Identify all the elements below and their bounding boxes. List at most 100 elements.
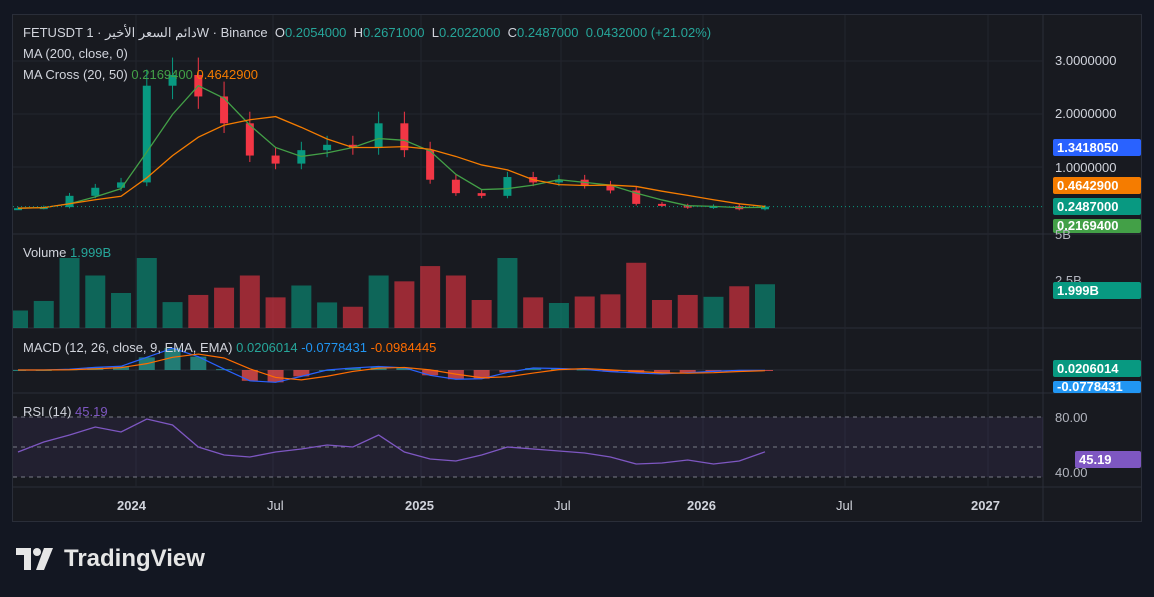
volume-bar [471, 300, 492, 328]
volume-bar [162, 302, 183, 328]
volume-bar [59, 258, 80, 328]
candle-body [245, 123, 254, 156]
candle-body [323, 144, 332, 151]
macross-label: MA Cross (20, 50) [23, 67, 128, 82]
volume-bar [600, 294, 621, 328]
volume-label: Volume [23, 245, 67, 260]
rsi-legend[interactable]: RSI (14) 45.19 [23, 404, 108, 419]
macd-histogram-bar [164, 348, 181, 370]
high-value: 0.2671000 [363, 25, 425, 40]
macross-fast-value: 0.2169400 [131, 67, 193, 82]
macd-label: MACD (12, 26, close, 9, EMA, EMA) [23, 340, 233, 355]
volume-bar [755, 284, 775, 328]
rsi-tag: 45.19 [1075, 451, 1141, 468]
macd-histogram-bar [653, 370, 670, 374]
legend-ohlc: FETUSDT 1 · دائم السعر الأخيرW · Binance… [23, 25, 711, 41]
brand-name: TradingView [64, 545, 205, 572]
macd-value: 0.0206014 [236, 340, 298, 355]
volume-bar [265, 297, 286, 328]
price-tick-3: 3.0000000 [1055, 53, 1117, 68]
macd-histogram-bar [344, 367, 361, 370]
price-tag-last: 0.2487000 [1053, 198, 1141, 215]
tradingview-logo-icon [16, 548, 53, 570]
signal-tag: -0.0778431 [1053, 381, 1141, 393]
macross-legend[interactable]: MA Cross (20, 50) 0.2169400 0.4642900 [23, 67, 258, 82]
volume-bar [239, 275, 260, 328]
macd-histogram-bar [267, 370, 284, 383]
volume-bar [548, 303, 569, 328]
price-tick-2: 2.0000000 [1055, 106, 1117, 121]
volume-bar [214, 287, 235, 328]
ma-slow-line [17, 115, 766, 209]
candle-body [606, 185, 615, 191]
time-label-jul-2026: Jul [836, 498, 853, 513]
volume-bar [368, 275, 389, 328]
macd-histogram-bar [602, 370, 619, 372]
volume-bar [33, 300, 54, 328]
symbol-title[interactable]: FETUSDT 1 · دائم السعر الأخير [23, 25, 197, 40]
change-value: 0.0432000 (+21.02%) [585, 25, 712, 40]
volume-value: 1.999B [70, 245, 112, 260]
volume-bar [420, 266, 441, 328]
open-label: O [274, 25, 285, 40]
macd-histogram-bar [422, 370, 439, 376]
close-value: 0.2487000 [517, 25, 579, 40]
time-label-2024: 2024 [117, 498, 146, 513]
high-label: H [353, 25, 364, 40]
macd-legend[interactable]: MACD (12, 26, close, 9, EMA, EMA) 0.0206… [23, 340, 436, 355]
open-value: 0.2054000 [284, 25, 347, 40]
volume-bar [626, 262, 647, 328]
volume-tag: 1.999B [1053, 282, 1141, 299]
macd-hist-value: -0.0984445 [370, 340, 437, 355]
volume-bar [188, 294, 209, 328]
candle-body [348, 144, 357, 148]
volume-bar [523, 297, 544, 328]
volume-bar [677, 294, 698, 328]
candle-body [683, 205, 692, 208]
rsi-tick-80: 80.00 [1055, 410, 1088, 425]
low-value: 0.2022000 [438, 25, 501, 40]
time-label-2026: 2026 [687, 498, 716, 513]
tradingview-logo[interactable]: TradingView [16, 545, 205, 573]
macd-histogram-bar [293, 370, 310, 377]
macd-signal-value: -0.0778431 [301, 340, 367, 355]
ma-fast-line [17, 84, 766, 209]
volume-bar [394, 281, 415, 328]
volume-bar [703, 296, 724, 328]
signal-line [18, 353, 766, 381]
candle-body [271, 155, 280, 164]
candle-body [503, 177, 512, 196]
time-label-jul-2025: Jul [554, 498, 571, 513]
candle-body [426, 150, 435, 180]
price-tag-ma200: 1.3418050 [1053, 139, 1141, 156]
ma200-legend[interactable]: MA (200, close, 0) [23, 46, 128, 61]
macd-histogram-bar [705, 370, 722, 372]
macd-histogram-bar [473, 370, 490, 379]
volume-bar [445, 275, 466, 328]
macross-slow-value: 0.4642900 [196, 67, 258, 82]
volume-legend[interactable]: Volume 1.999B [23, 245, 111, 260]
candle-body [451, 179, 460, 194]
time-label-2025: 2025 [405, 498, 434, 513]
candle-body [400, 123, 409, 151]
rsi-value: 45.19 [75, 404, 108, 419]
volume-bar [317, 302, 338, 328]
candle-body [91, 187, 100, 196]
volume-bar [85, 275, 106, 328]
low-label: L [431, 25, 439, 40]
chart-canvas [13, 15, 1141, 521]
volume-bar [497, 258, 518, 328]
macd-tag: 0.0206014 [1053, 360, 1141, 377]
rsi-tick-40: 40.00 [1055, 465, 1088, 480]
volume-bar [342, 306, 363, 328]
close-label: C [507, 25, 518, 40]
rsi-line [17, 418, 766, 465]
chart-frame: FETUSDT 1 · دائم السعر الأخيرW · Binance… [12, 14, 1142, 522]
candle-body [657, 203, 666, 206]
rsi-label: RSI (14) [23, 404, 72, 419]
time-label-2027: 2027 [971, 498, 1000, 513]
volume-bar [111, 293, 132, 328]
candle-body [65, 195, 74, 208]
candle-body [142, 85, 151, 183]
macd-line [18, 347, 766, 383]
